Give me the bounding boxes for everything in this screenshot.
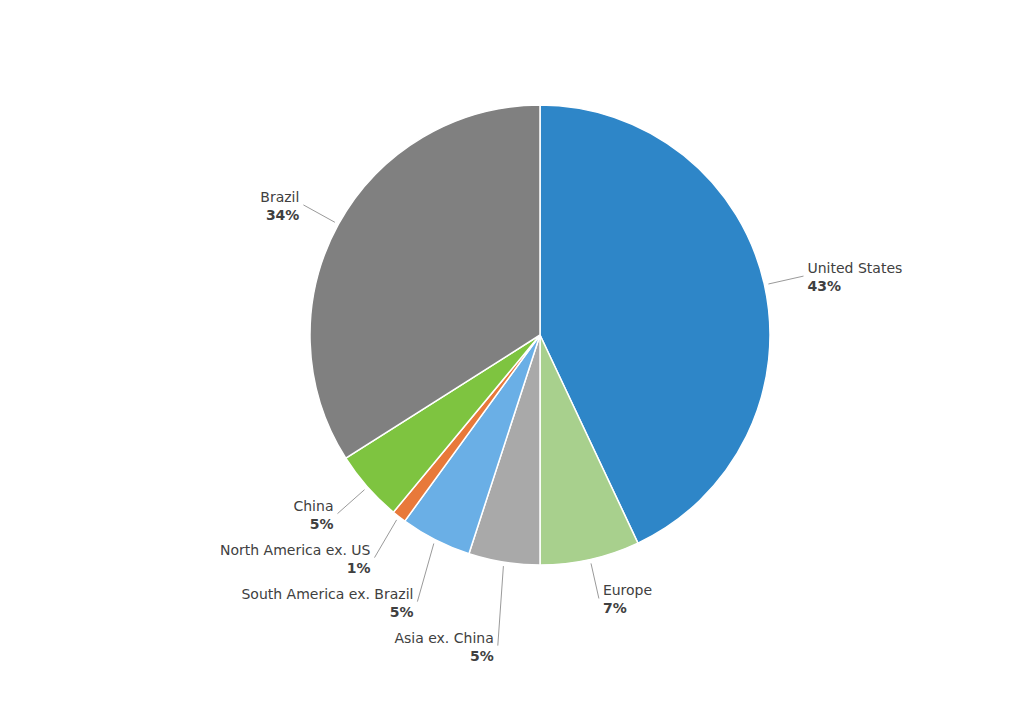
data-label: China 5% bbox=[293, 498, 333, 532]
label-value: 43% bbox=[807, 278, 841, 294]
pie-wedges bbox=[310, 105, 770, 565]
leader-line bbox=[417, 544, 433, 602]
leader-line bbox=[768, 276, 803, 284]
pie-wedge bbox=[310, 105, 540, 458]
leader-line bbox=[591, 563, 599, 598]
label-value: 1% bbox=[347, 560, 371, 576]
label-category: Europe bbox=[603, 582, 652, 598]
data-label: Brazil 34% bbox=[260, 189, 299, 223]
leader-line bbox=[375, 520, 397, 558]
data-label: South America ex. Brazil 5% bbox=[241, 586, 413, 620]
leader-line bbox=[338, 490, 365, 514]
leader-line bbox=[303, 205, 335, 222]
data-labels: United States 43% Europe 7% Asia ex. China 5%… bbox=[220, 189, 902, 664]
label-value: 7% bbox=[603, 600, 627, 616]
chart-container: United States 43% Europe 7% Asia ex. China 5%… bbox=[0, 0, 1031, 716]
label-category: Brazil bbox=[260, 189, 299, 205]
data-label: United States 43% bbox=[807, 260, 902, 294]
leader-line bbox=[498, 566, 504, 646]
label-category: North America ex. US bbox=[220, 542, 371, 558]
label-value: 34% bbox=[266, 207, 300, 223]
label-value: 5% bbox=[390, 604, 414, 620]
data-label: Europe 7% bbox=[603, 582, 652, 616]
data-label: North America ex. US 1% bbox=[220, 542, 371, 576]
label-category: Asia ex. China bbox=[394, 630, 493, 646]
chart-svg: United States 43% Europe 7% Asia ex. China 5%… bbox=[0, 0, 1031, 716]
label-value: 5% bbox=[470, 648, 494, 664]
data-label: Asia ex. China 5% bbox=[394, 630, 493, 664]
label-category: South America ex. Brazil bbox=[241, 586, 413, 602]
label-category: China bbox=[293, 498, 333, 514]
pie-wedge bbox=[540, 335, 638, 565]
label-value: 5% bbox=[310, 516, 334, 532]
label-category: United States bbox=[807, 260, 902, 276]
